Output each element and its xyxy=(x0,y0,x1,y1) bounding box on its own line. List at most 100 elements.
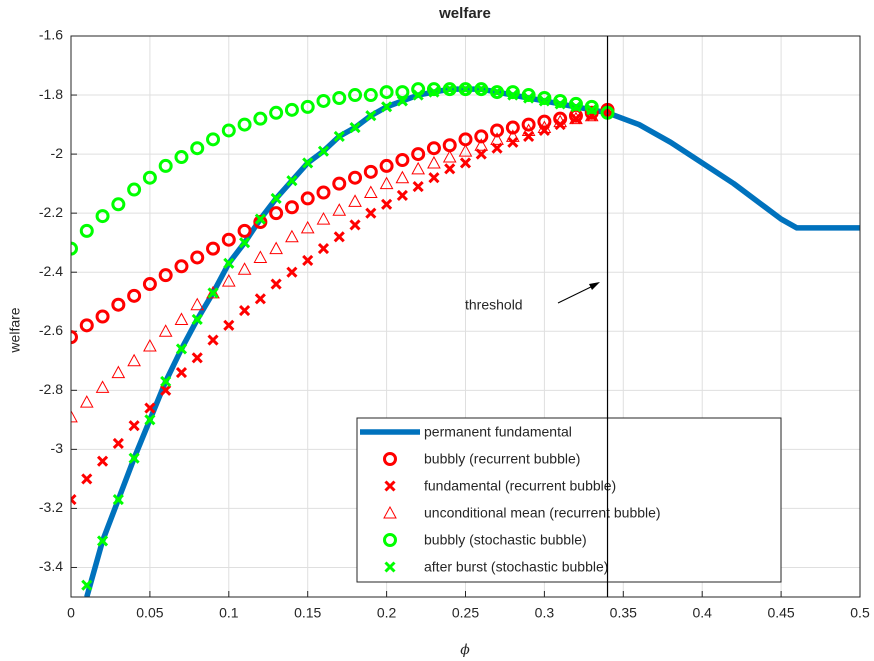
legend-swatch xyxy=(384,480,396,492)
y-tick-label: -3.4 xyxy=(39,558,63,574)
marker-x xyxy=(302,157,314,169)
marker-x xyxy=(270,192,282,204)
marker-x xyxy=(160,384,172,396)
marker-triangle xyxy=(363,185,378,198)
marker-x xyxy=(160,375,172,388)
legend-swatch xyxy=(384,561,396,573)
marker-triangle xyxy=(143,338,157,352)
marker-x xyxy=(412,89,424,101)
marker-x xyxy=(128,420,140,432)
marker-x xyxy=(112,437,124,450)
marker-circle xyxy=(458,82,473,97)
marker-circle xyxy=(206,241,221,256)
marker-circle xyxy=(584,105,599,120)
marker-circle xyxy=(553,93,568,108)
y-tick-label: -2.2 xyxy=(39,204,63,220)
y-tick-label: -1.6 xyxy=(39,27,63,43)
marker-circle xyxy=(332,176,347,191)
marker-circle xyxy=(71,330,78,345)
marker-x xyxy=(239,237,251,249)
y-tick-label: -3 xyxy=(51,440,64,456)
marker-triangle xyxy=(300,220,315,234)
marker-circle xyxy=(127,288,142,303)
marker-circle xyxy=(253,111,268,126)
marker-triangle xyxy=(253,250,268,263)
marker-triangle xyxy=(505,129,520,142)
marker-circle xyxy=(71,241,78,256)
marker-triangle xyxy=(221,274,236,287)
marker-x xyxy=(96,455,109,467)
marker-x xyxy=(428,86,440,98)
marker-triangle xyxy=(442,150,457,163)
marker-circle xyxy=(221,123,236,138)
marker-circle xyxy=(474,129,489,144)
marker-triangle xyxy=(174,312,189,325)
marker-triangle xyxy=(127,353,141,367)
marker-circle xyxy=(363,88,378,103)
marker-x xyxy=(223,257,235,269)
marker-x xyxy=(254,293,266,305)
marker-circle xyxy=(568,96,583,111)
marker-circle xyxy=(426,82,441,97)
marker-circle xyxy=(190,141,205,156)
y-tick-label: -1.8 xyxy=(39,86,63,102)
marker-circle xyxy=(426,141,441,156)
x-tick-label: 0.1 xyxy=(219,605,239,621)
marker-triangle xyxy=(95,380,110,393)
marker-circle xyxy=(490,85,505,100)
marker-x xyxy=(507,89,519,101)
marker-circle xyxy=(379,158,394,173)
marker-x xyxy=(570,101,582,113)
marker-circle xyxy=(237,223,252,238)
marker-circle xyxy=(537,91,552,106)
marker-triangle xyxy=(285,229,299,243)
legend-label: permanent fundamental xyxy=(424,424,572,440)
marker-circle xyxy=(142,170,157,185)
marker-circle xyxy=(490,123,505,138)
marker-circle xyxy=(284,102,299,117)
marker-x xyxy=(570,113,582,125)
marker-circle xyxy=(584,99,599,114)
marker-x xyxy=(96,535,109,547)
marker-triangle xyxy=(332,203,347,216)
marker-x xyxy=(381,101,393,113)
marker-x xyxy=(191,313,203,326)
marker-triangle xyxy=(348,194,362,207)
legend-label: after burst (stochastic bubble) xyxy=(424,559,608,575)
marker-x xyxy=(71,494,77,506)
marker-circle xyxy=(363,164,378,179)
marker-circle xyxy=(127,182,142,197)
marker-circle xyxy=(442,82,457,97)
marker-circle xyxy=(111,197,126,212)
marker-circle xyxy=(505,120,520,135)
marker-triangle xyxy=(158,324,173,337)
marker-circle xyxy=(111,297,126,312)
marker-x xyxy=(396,95,408,107)
marker-x xyxy=(191,352,203,364)
marker-circle xyxy=(521,117,536,132)
y-tick-label: -2.4 xyxy=(39,263,63,279)
series-line xyxy=(84,86,860,597)
marker-x xyxy=(412,181,424,193)
marker-triangle xyxy=(190,297,205,311)
marker-triangle xyxy=(237,262,252,275)
marker-triangle xyxy=(71,409,78,423)
marker-circle xyxy=(237,117,252,132)
marker-x xyxy=(349,121,361,134)
marker-x xyxy=(538,95,550,107)
marker-x xyxy=(333,130,345,142)
marker-circle xyxy=(537,114,552,129)
marker-triangle xyxy=(553,114,568,128)
marker-triangle xyxy=(395,170,410,184)
x-tick-label: 0.35 xyxy=(610,605,637,621)
axes-box xyxy=(70,35,861,598)
marker-x xyxy=(144,402,156,414)
marker-x xyxy=(333,231,345,243)
marker-x xyxy=(491,142,503,154)
y-axis-label: welfare xyxy=(7,307,23,353)
x-axis-label: ϕ xyxy=(460,642,470,658)
y-tick-label: -2.8 xyxy=(39,381,63,397)
marker-circle xyxy=(411,147,426,162)
marker-triangle xyxy=(521,123,536,136)
annotation: threshold xyxy=(465,297,523,313)
